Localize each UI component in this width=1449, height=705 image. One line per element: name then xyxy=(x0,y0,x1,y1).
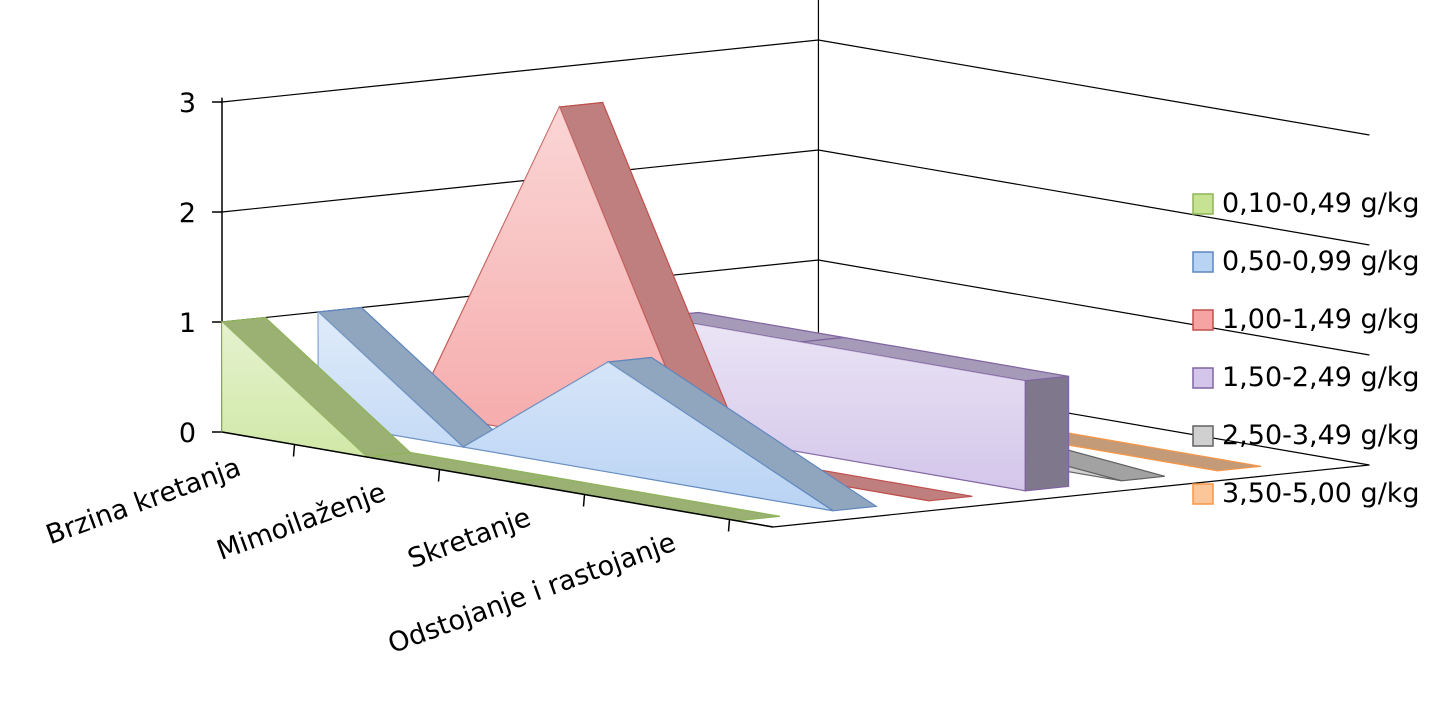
legend-item-2: 1,00-1,49 g/kg xyxy=(1192,304,1420,335)
legend-label-5: 3,50-5,00 g/kg xyxy=(1222,478,1420,509)
legend-label-1: 0,50-0,99 g/kg xyxy=(1222,246,1420,277)
y-axis: 0 1 2 3 xyxy=(179,88,223,449)
x-axis-line xyxy=(221,431,774,528)
series-1 xyxy=(316,306,878,512)
legend-label-4: 2,50-3,49 g/kg xyxy=(1222,420,1420,451)
legend-label-0: 0,10-0,49 g/kg xyxy=(1222,188,1420,219)
y-tick-label-2: 2 xyxy=(179,198,196,229)
gridline-3 xyxy=(221,39,1370,136)
series-1-highlight xyxy=(318,312,833,511)
series-layer xyxy=(220,101,1262,522)
legend-item-5: 3,50-5,00 g/kg xyxy=(1192,478,1420,509)
legend-swatch-0 xyxy=(1192,193,1214,215)
legend-label-3: 1,50-2,49 g/kg xyxy=(1222,362,1420,393)
x-tick-3 xyxy=(727,519,731,532)
series-3-end xyxy=(1024,375,1070,492)
y-tick-label-3: 3 xyxy=(179,88,196,119)
category-label-1: Mimoilaženje xyxy=(213,477,390,567)
legend-swatch-2 xyxy=(1192,309,1214,331)
legend: 0,10-0,49 g/kg 0,50-0,99 g/kg 1,00-1,49 g/… xyxy=(1192,188,1420,509)
legend-swatch-3 xyxy=(1192,367,1214,389)
x-tick-2 xyxy=(582,494,586,507)
legend-item-3: 1,50-2,49 g/kg xyxy=(1192,362,1420,393)
y-tick-label-1: 1 xyxy=(179,308,196,339)
legend-label-2: 1,00-1,49 g/kg xyxy=(1222,304,1420,335)
legend-swatch-1 xyxy=(1192,251,1214,273)
legend-swatch-4 xyxy=(1192,425,1214,447)
legend-item-4: 2,50-3,49 g/kg xyxy=(1192,420,1420,451)
x-tick-1 xyxy=(437,469,441,482)
series-0-highlight xyxy=(222,322,737,521)
legend-item-0: 0,10-0,49 g/kg xyxy=(1192,188,1420,219)
legend-swatch-5 xyxy=(1192,483,1214,505)
legend-item-1: 0,50-0,99 g/kg xyxy=(1192,246,1420,277)
category-label-2: Skretanje xyxy=(404,502,535,575)
x-tick-0 xyxy=(292,444,296,457)
series-0 xyxy=(220,316,781,522)
y-tick-label-0: 0 xyxy=(179,418,196,449)
